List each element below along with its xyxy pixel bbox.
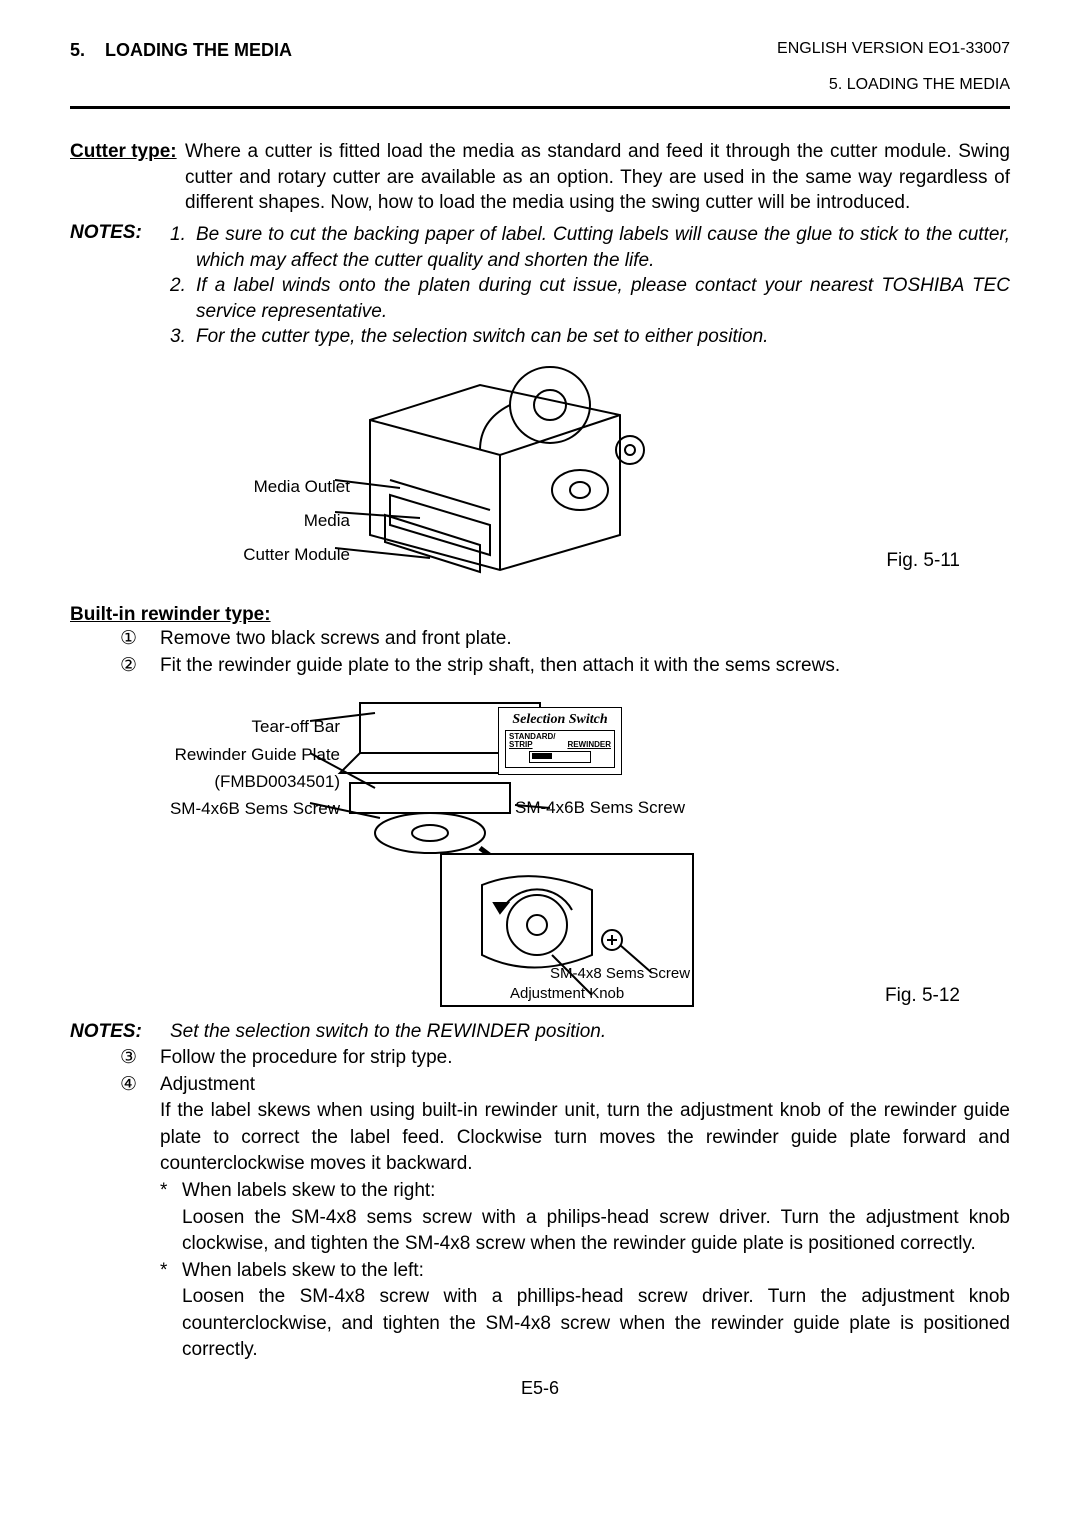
label-guide-plate-1: Rewinder Guide Plate [110,741,340,768]
header-meta: ENGLISH VERSION EO1-33007 5. LOADING THE… [777,40,1010,94]
document-page: 5. LOADING THE MEDIA ENGLISH VERSION EO1… [0,0,1080,1429]
notes-1-label: NOTES: [70,222,170,350]
selection-switch-title: Selection Switch [505,712,615,728]
fig2-callouts-left: Tear-off Bar Rewinder Guide Plate (FMBD0… [110,713,340,822]
step-1-num: ① [120,626,160,653]
bullet-star: * [160,1258,182,1364]
header-rule [70,106,1010,109]
label-screw-left: SM-4x6B Sems Screw [110,795,340,822]
note-1-text: Be sure to cut the backing paper of labe… [196,222,1010,273]
page-header: 5. LOADING THE MEDIA ENGLISH VERSION EO1… [70,40,1010,94]
header-sub-line: 5. LOADING THE MEDIA [777,76,1010,94]
builtin-label: Built-in rewinder type: [70,604,271,625]
label-media-outlet: Media Outlet [180,470,350,504]
step-4-body: If the label skews when using built-in r… [160,1098,1010,1178]
section-title: LOADING THE MEDIA [105,40,292,60]
switch-option-standard: STANDARD/ STRIP [509,733,556,749]
note-3-num: 3. [170,324,196,350]
step-4-title: Adjustment [160,1072,1010,1099]
version-line: ENGLISH VERSION EO1-33007 [777,40,1010,58]
sub-left: When labels skew to the left: Loosen the… [182,1258,1010,1364]
steps-3-4: ③Follow the procedure for strip type. ④ … [120,1045,1010,1364]
notes-2: NOTES: Set the selection switch to the R… [70,1019,1010,1045]
header-section: 5. LOADING THE MEDIA [70,40,292,61]
step-3-num: ③ [120,1045,160,1072]
step-4-content: Adjustment If the label skews when using… [160,1072,1010,1365]
cutter-type-body: Where a cutter is fitted load the media … [185,139,1010,216]
fig1-caption: Fig. 5-11 [886,550,960,572]
notes-2-label: NOTES: [70,1019,170,1045]
label-tear-off-bar: Tear-off Bar [110,713,340,740]
figure-5-11: Media Outlet Media Cutter Module Fig. 5-… [70,360,1010,590]
switch-option-rewinder: REWINDER [567,741,611,749]
page-footer: E5-6 [70,1378,1010,1399]
notes-2-body: Set the selection switch to the REWINDER… [170,1019,1010,1045]
label-screw-right: SM-4x6B Sems Screw [515,798,685,818]
sub-left-head: When labels skew to the left: [182,1258,1010,1285]
step-1-text: Remove two black screws and front plate. [160,626,1010,653]
sub-right-head: When labels skew to the right: [182,1178,1010,1205]
fig2-inset [440,853,694,1007]
cutter-type-label: Cutter type: [70,141,177,162]
note-1-num: 1. [170,222,196,273]
switch-slider-icon [529,751,591,763]
steps-1-2: ①Remove two black screws and front plate… [120,626,1010,679]
figure-5-12: Selection Switch STANDARD/ STRIP REWINDE… [70,693,1010,1013]
adjustment-knob-diagram-icon [442,855,692,1005]
step-4-num: ④ [120,1072,160,1365]
step-2-text: Fit the rewinder guide plate to the stri… [160,653,1010,680]
notes-1: NOTES: 1.Be sure to cut the backing pape… [70,222,1010,350]
note-3-text: For the cutter type, the selection switc… [196,324,1010,350]
note-2-text: If a label winds onto the platen during … [196,273,1010,324]
label-guide-plate-2: (FMBD0034501) [110,768,340,795]
bullet-star: * [160,1178,182,1258]
label-inset-screw: SM-4x8 Sems Screw [550,965,690,982]
fig2-caption: Fig. 5-12 [885,985,960,1007]
label-cutter-module: Cutter Module [180,538,350,572]
step-3-text: Follow the procedure for strip type. [160,1045,1010,1072]
notes-1-list: 1.Be sure to cut the backing paper of la… [170,222,1010,350]
selection-switch-diagram: Selection Switch STANDARD/ STRIP REWINDE… [498,707,622,775]
section-number: 5. [70,40,85,60]
sub-right-body: Loosen the SM-4x8 sems screw with a phil… [182,1205,1010,1258]
note-2-num: 2. [170,273,196,324]
label-inset-knob: Adjustment Knob [510,985,624,1002]
sub-right: When labels skew to the right: Loosen th… [182,1178,1010,1258]
printer-diagram-icon [330,360,670,585]
step-2-num: ② [120,653,160,680]
label-media: Media [180,504,350,538]
builtin-rewinder-section: Built-in rewinder type: [70,604,1010,626]
fig1-callouts: Media Outlet Media Cutter Module [180,470,350,572]
sub-left-body: Loosen the SM-4x8 screw with a phillips-… [182,1284,1010,1364]
cutter-type-block: Cutter type: Where a cutter is fitted lo… [70,139,1010,216]
